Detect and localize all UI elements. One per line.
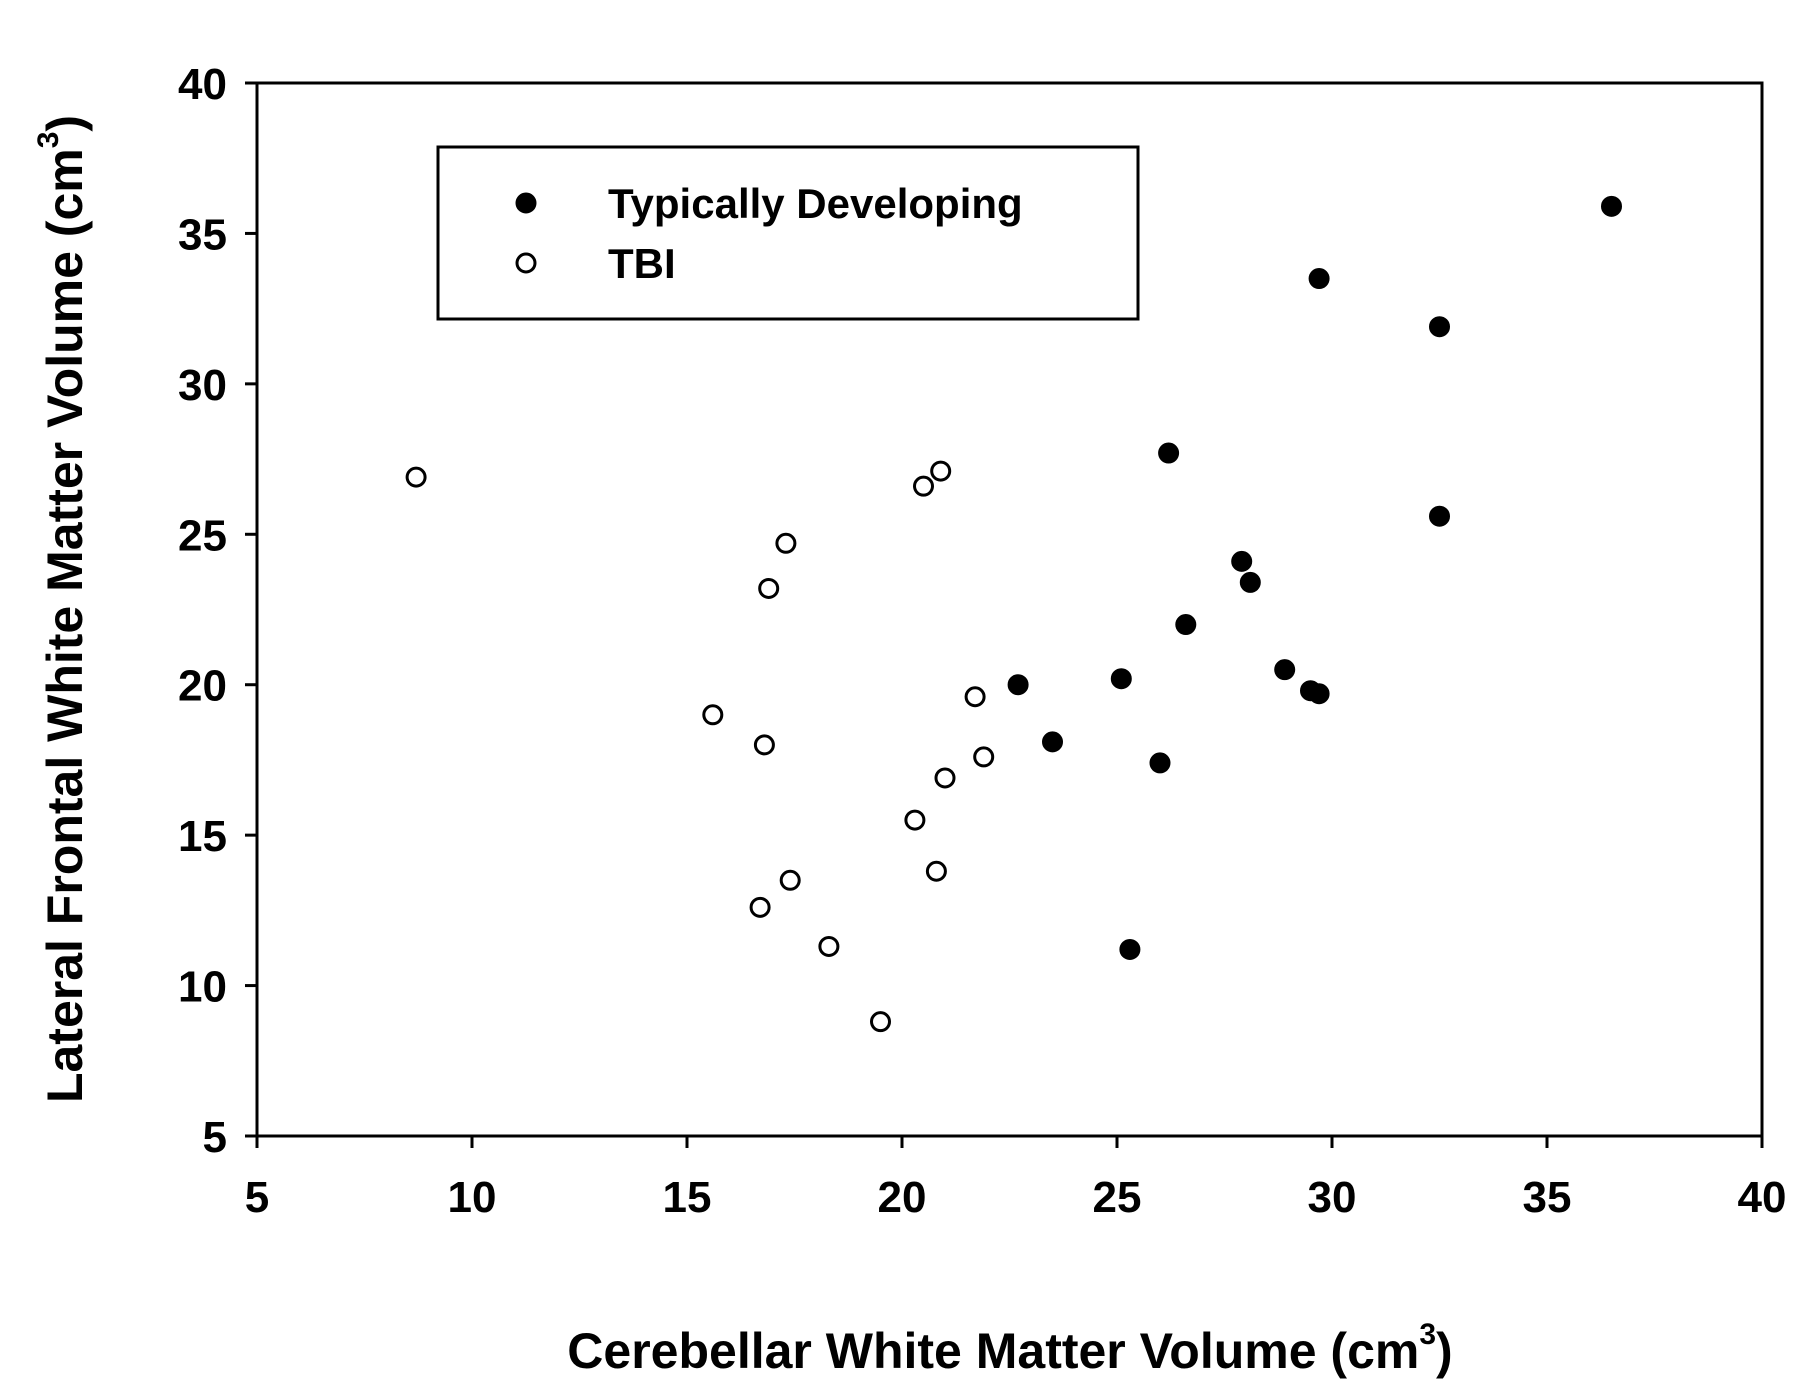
y-tick-label: 5: [203, 1113, 227, 1162]
point-tbi: [925, 860, 947, 882]
point-typically-developing: [1042, 731, 1063, 753]
x-tick-label: 40: [1738, 1173, 1787, 1222]
point-tbi: [934, 767, 956, 789]
point-typically-developing: [1119, 938, 1141, 960]
point-typically-developing: [1231, 550, 1253, 572]
y-tick-label: 20: [178, 662, 227, 711]
point-tbi: [964, 686, 986, 708]
point-typically-developing: [1110, 668, 1132, 690]
x-axis-title-text: Cerebellar White Matter Volume (cm: [567, 1323, 1419, 1379]
y-axis-title-superscript: 3: [32, 132, 65, 149]
point-tbi: [749, 896, 771, 918]
legend-label-typically-developing: Typically Developing: [608, 180, 1023, 227]
y-axis-title-text: Lateral Frontal White Matter Volume (cm: [37, 148, 93, 1103]
y-tick-label: 25: [178, 511, 227, 560]
legend-marker-tbi: [515, 252, 537, 274]
x-tick-label: 30: [1308, 1173, 1357, 1222]
point-tbi: [758, 577, 780, 599]
x-tick-label: 20: [878, 1173, 927, 1222]
x-tick-label: 10: [448, 1173, 497, 1222]
y-tick-label: 35: [178, 210, 227, 259]
y-tick-label: 15: [178, 812, 227, 861]
legend: Typically Developing TBI: [436, 145, 1140, 321]
point-typically-developing: [1239, 571, 1261, 593]
y-axis-title: Lateral Frontal White Matter Volume (cm3…: [32, 115, 93, 1103]
x-tick-label: 15: [663, 1173, 712, 1222]
point-typically-developing: [1007, 674, 1029, 696]
point-typically-developing: [1175, 614, 1197, 636]
point-tbi: [930, 460, 952, 482]
point-tbi: [702, 704, 724, 726]
point-tbi: [913, 475, 934, 497]
point-tbi: [753, 734, 775, 756]
x-tick-label: 35: [1523, 1173, 1572, 1222]
data-points: [405, 195, 1622, 1033]
x-tick-label: 5: [245, 1173, 269, 1222]
point-tbi: [775, 532, 797, 554]
point-typically-developing: [1308, 268, 1330, 290]
y-axis-title-close: ): [37, 115, 93, 132]
legend-box: [436, 145, 1140, 321]
y-tick-label: 40: [178, 60, 227, 109]
y-axis: 5 10 15 20 25 30 35 40: [178, 60, 257, 1162]
x-axis-title: Cerebellar White Matter Volume (cm3): [567, 1318, 1452, 1379]
y-tick-label: 30: [178, 361, 227, 410]
y-tick-label: 10: [178, 963, 227, 1012]
point-typically-developing: [1308, 683, 1330, 705]
legend-label-tbi: TBI: [608, 240, 676, 287]
point-tbi: [818, 935, 840, 957]
x-axis-title-superscript: 3: [1419, 1318, 1436, 1351]
point-typically-developing: [1149, 752, 1171, 774]
point-tbi: [779, 869, 801, 891]
point-tbi: [870, 1011, 891, 1033]
point-typically-developing: [1601, 195, 1622, 217]
plot-area-frame: [255, 81, 1764, 1138]
point-tbi: [904, 809, 926, 831]
x-axis-title-close: ): [1436, 1323, 1453, 1379]
point-typically-developing: [1274, 659, 1296, 681]
x-axis: 5 10 15 20 25 30 35 40: [245, 1136, 1787, 1222]
point-typically-developing: [1158, 442, 1180, 464]
point-tbi: [405, 466, 427, 488]
point-tbi: [973, 746, 995, 768]
point-typically-developing: [1429, 316, 1450, 338]
legend-marker-typically-developing: [515, 192, 537, 214]
point-typically-developing: [1429, 505, 1450, 527]
x-tick-label: 25: [1093, 1173, 1142, 1222]
